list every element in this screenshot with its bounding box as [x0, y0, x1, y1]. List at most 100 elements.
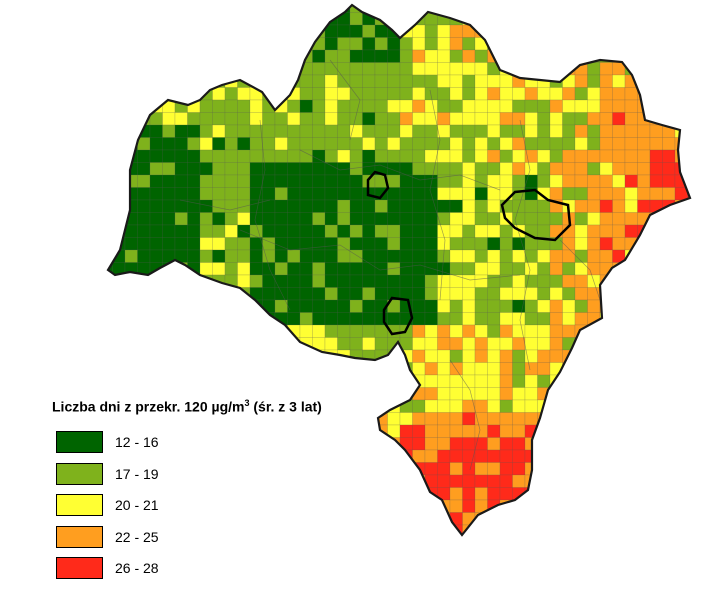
grid-cell — [274, 5, 288, 13]
grid-cell — [437, 24, 451, 38]
grid-cell — [108, 37, 113, 51]
grid-cell — [499, 349, 513, 363]
grid-cell — [549, 174, 563, 188]
grid-cell — [500, 538, 513, 551]
grid-cell — [587, 412, 601, 426]
grid-cell — [287, 12, 301, 26]
grid-cell — [624, 399, 638, 413]
grid-cell — [637, 287, 651, 301]
grid-cell — [399, 424, 413, 438]
grid-cell — [399, 12, 413, 26]
grid-cell — [312, 212, 326, 226]
grid-cell — [449, 324, 463, 338]
grid-cell — [437, 324, 451, 338]
grid-cell — [187, 212, 201, 226]
grid-cell — [574, 287, 588, 301]
grid-cell — [499, 462, 513, 476]
grid-cell — [449, 162, 463, 176]
grid-cell — [524, 387, 538, 401]
grid-cell — [274, 187, 288, 201]
grid-cell — [108, 362, 113, 376]
grid-cell — [387, 99, 401, 113]
grid-cell — [162, 312, 176, 326]
grid-cell — [512, 437, 526, 451]
grid-cell — [299, 74, 313, 88]
grid-cell — [312, 162, 326, 176]
grid-cell — [287, 99, 301, 113]
grid-cell — [262, 262, 276, 276]
grid-cell — [649, 412, 663, 426]
grid-cell — [212, 99, 226, 113]
grid-cell — [462, 74, 476, 88]
grid-cell — [108, 312, 113, 326]
grid-cell — [112, 274, 126, 288]
grid-cell — [399, 62, 413, 76]
grid-cell — [549, 212, 563, 226]
grid-cell — [112, 362, 126, 376]
grid-cell — [499, 37, 513, 51]
grid-cell — [224, 199, 238, 213]
grid-cell — [187, 174, 201, 188]
grid-cell — [149, 349, 163, 363]
grid-cell — [324, 62, 338, 76]
grid-cell — [274, 149, 288, 163]
grid-cell — [449, 62, 463, 76]
grid-cell — [212, 262, 226, 276]
grid-cell — [212, 337, 226, 351]
grid-cell — [149, 12, 163, 26]
grid-cell — [587, 399, 601, 413]
grid-cell — [662, 474, 676, 488]
grid-cell — [412, 49, 426, 63]
grid-cell — [137, 212, 151, 226]
grid-cell — [649, 149, 663, 163]
grid-cell — [424, 449, 438, 463]
grid-cell — [174, 312, 188, 326]
grid-cell — [424, 249, 438, 263]
grid-cell — [524, 374, 538, 388]
grid-cell — [562, 24, 576, 38]
grid-cell — [462, 487, 476, 501]
grid-cell — [249, 49, 263, 63]
grid-cell — [312, 249, 326, 263]
grid-cell — [349, 199, 363, 213]
grid-cell — [187, 124, 201, 138]
grid-cell — [687, 462, 690, 476]
grid-cell — [449, 424, 463, 438]
grid-cell — [312, 112, 326, 126]
legend-item: 20 - 21 — [52, 490, 382, 522]
grid-cell — [599, 187, 613, 201]
grid-cell — [487, 24, 501, 38]
grid-cell — [487, 162, 501, 176]
grid-cell — [312, 199, 326, 213]
grid-cell — [412, 262, 426, 276]
grid-cell — [474, 249, 488, 263]
grid-cell — [649, 12, 663, 26]
grid-cell — [587, 37, 601, 51]
grid-cell — [599, 387, 613, 401]
grid-cell — [224, 287, 238, 301]
grid-cell — [149, 124, 163, 138]
grid-cell — [462, 87, 476, 101]
grid-cell — [187, 312, 201, 326]
grid-cell — [437, 524, 451, 535]
grid-cell — [224, 162, 238, 176]
grid-cell — [199, 124, 213, 138]
grid-cell — [599, 412, 613, 426]
grid-cell — [537, 199, 551, 213]
grid-cell — [108, 199, 113, 213]
grid-cell — [374, 324, 388, 338]
grid-cell — [562, 5, 576, 13]
grid-cell — [512, 162, 526, 176]
grid-cell — [637, 174, 651, 188]
grid-cell — [624, 137, 638, 151]
grid-cell — [474, 212, 488, 226]
grid-cell — [574, 274, 588, 288]
grid-cell — [187, 149, 201, 163]
grid-cell — [162, 287, 176, 301]
grid-cell — [587, 74, 601, 88]
grid-cell — [362, 237, 376, 251]
grid-cell — [599, 99, 613, 113]
grid-cell — [249, 199, 263, 213]
grid-cell — [637, 349, 651, 363]
grid-cell — [224, 324, 238, 338]
